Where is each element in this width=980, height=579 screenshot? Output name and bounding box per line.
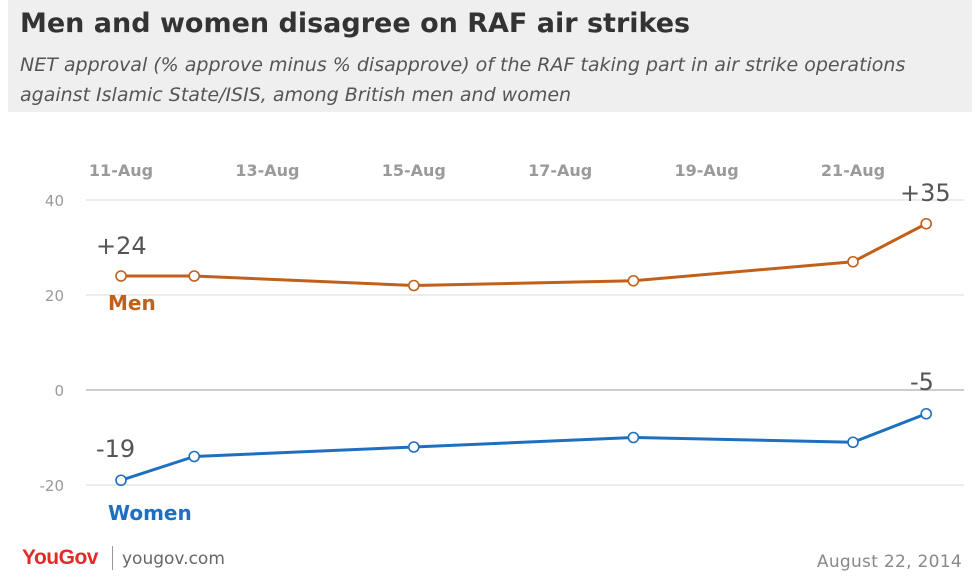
- data-point-women: [627, 431, 640, 444]
- data-point-men: [115, 270, 127, 282]
- footer-site: yougov.com: [122, 549, 225, 569]
- data-point-men: [188, 270, 200, 282]
- data-label-end-women: -5: [910, 368, 934, 396]
- chart-title: Men and women disagree on RAF air strike…: [20, 8, 691, 39]
- data-point-women: [847, 436, 859, 449]
- series-line-men: [119, 222, 928, 287]
- y-tick-label: 20: [45, 287, 64, 305]
- y-tick-label: -20: [40, 477, 65, 495]
- y-tick-label: 0: [54, 382, 64, 400]
- data-label-start-women: -19: [96, 435, 135, 463]
- x-tick-label: 13-Aug: [235, 161, 299, 180]
- series-line-women: [119, 412, 928, 482]
- yougov-logo: YouGov: [22, 546, 98, 569]
- series-label-women: Women: [108, 501, 192, 525]
- x-tick-label: 19-Aug: [675, 161, 739, 180]
- x-tick-label: 21-Aug: [821, 161, 885, 180]
- header-panel: Men and women disagree on RAF air strike…: [8, 0, 972, 112]
- x-tick-label: 15-Aug: [382, 161, 446, 180]
- chart-subtitle: NET approval (% approve minus % disappro…: [20, 54, 906, 106]
- y-tick-label: 40: [45, 192, 64, 210]
- data-point-men: [847, 255, 859, 268]
- data-point-men: [920, 217, 933, 230]
- data-label-start-men: +24: [96, 232, 147, 260]
- series-label-men: Men: [108, 291, 156, 315]
- data-label-end-men: +35: [900, 179, 951, 207]
- footer-date: August 22, 2014: [816, 552, 962, 572]
- data-point-women: [407, 441, 420, 453]
- data-point-women: [188, 450, 200, 463]
- footer-divider: [112, 546, 113, 570]
- data-point-women: [920, 407, 933, 420]
- x-tick-label: 11-Aug: [89, 161, 153, 180]
- data-point-men: [407, 279, 420, 292]
- x-tick-label: 17-Aug: [528, 161, 592, 180]
- data-point-men: [627, 274, 640, 287]
- data-point-women: [115, 474, 127, 487]
